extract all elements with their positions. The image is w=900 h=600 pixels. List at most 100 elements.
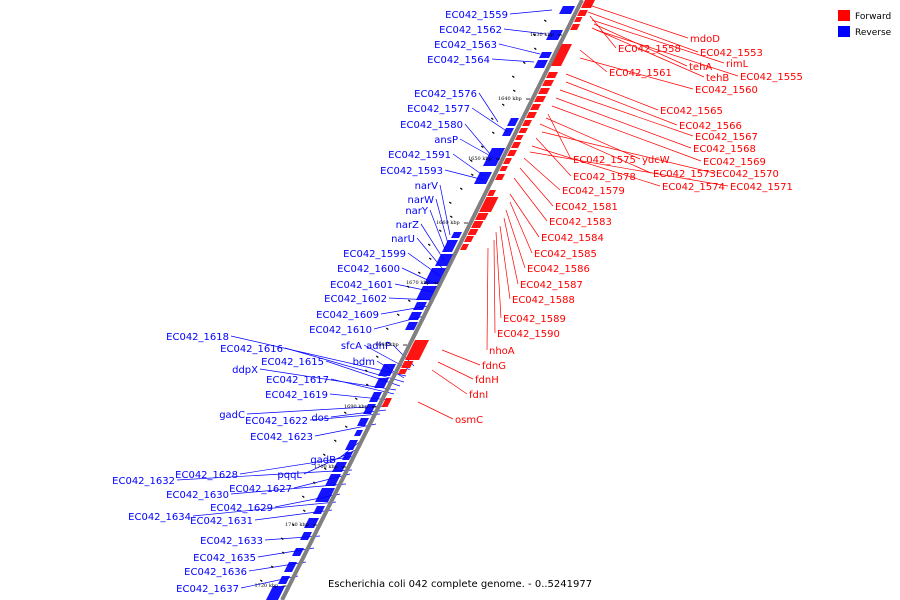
reverse-gene-label: narU	[391, 234, 415, 245]
forward-callout-line	[513, 177, 548, 222]
reverse-gene-label: EC042_1610	[309, 325, 372, 336]
reverse-gene-block	[369, 392, 382, 402]
feature-tick	[406, 285, 410, 289]
reverse-callout-line	[452, 153, 485, 177]
forward-gene-label: EC042_1590	[497, 329, 560, 340]
reverse-gene-block	[378, 364, 396, 376]
forward-callout-line	[579, 49, 608, 73]
forward-gene-label: rimL	[726, 59, 749, 70]
feature-tick	[302, 509, 306, 513]
reverse-gene-block	[502, 128, 514, 136]
reverse-gene-block	[284, 562, 297, 572]
feature-tick	[522, 61, 526, 65]
reverse-gene-block	[442, 240, 458, 252]
reverse-callout-line	[498, 43, 541, 55]
forward-callout-line	[545, 117, 641, 160]
reverse-gene-block	[424, 268, 446, 284]
reverse-gene-label: EC042_1634	[128, 512, 191, 523]
reverse-gene-label: narZ	[396, 220, 420, 231]
feature-tick	[280, 537, 284, 541]
forward-gene-block	[487, 190, 496, 196]
forward-gene-block	[515, 135, 524, 140]
reverse-gene-block	[451, 232, 462, 238]
reverse-gene-label: EC042_1637	[176, 584, 239, 595]
reverse-gene-block	[559, 6, 575, 14]
reverse-gene-label: EC042_1600	[337, 264, 400, 275]
reverse-gene-label: EC042_1593	[380, 166, 443, 177]
reverse-gene-block	[292, 548, 304, 556]
reverse-callout-line	[459, 138, 495, 159]
forward-gene-label: EC042_1575	[573, 155, 636, 166]
forward-gene-label: EC042_1553	[700, 48, 763, 59]
reverse-gene-label: EC042_1635	[193, 553, 256, 564]
forward-callout-line	[437, 361, 474, 380]
forward-gene-label: EC042_1567	[695, 132, 758, 143]
forward-gene-block	[381, 398, 392, 407]
reverse-gene-block	[474, 172, 492, 184]
forward-gene-block	[581, 0, 595, 8]
legend-forward-swatch	[838, 10, 850, 21]
reverse-gene-label: EC042_1577	[407, 104, 470, 115]
reverse-callout-line	[329, 393, 391, 401]
scale-label: 1720 kbp	[255, 583, 279, 589]
forward-gene-label: EC042_1585	[534, 249, 597, 260]
forward-callout-line	[539, 123, 652, 174]
forward-callout-line	[495, 231, 502, 319]
reverse-callout-line	[314, 423, 377, 437]
reverse-gene-block	[483, 148, 505, 166]
forward-gene-block	[499, 166, 508, 171]
forward-gene-block	[526, 112, 537, 118]
reverse-callout-line	[192, 501, 337, 517]
feature-tick	[343, 411, 347, 415]
forward-gene-block	[460, 244, 469, 250]
forward-gene-label: EC042_1560	[695, 85, 758, 96]
forward-callout-line	[503, 217, 519, 285]
forward-callout-line	[441, 349, 481, 366]
feature-tick	[427, 243, 431, 247]
forward-callout-line	[509, 201, 533, 254]
reverse-callout-line	[330, 378, 395, 395]
reverse-gene-label: EC042_1629	[210, 503, 273, 514]
legend-reverse-swatch	[838, 26, 850, 37]
feature-tick	[459, 187, 463, 191]
forward-gene-label: fdnG	[482, 361, 506, 372]
feature-tick	[259, 579, 263, 583]
reverse-gene-block	[304, 518, 319, 528]
feature-tick	[501, 103, 505, 107]
scale-label: 1690 kbp	[344, 404, 368, 410]
forward-gene-label: EC042_1579	[562, 186, 625, 197]
forward-gene-label: nhoA	[489, 346, 515, 357]
feature-tick	[543, 19, 547, 23]
feature-tick	[438, 229, 442, 233]
reverse-callout-line	[257, 547, 315, 558]
forward-gene-block	[518, 128, 528, 133]
reverse-gene-block	[345, 440, 358, 450]
reverse-gene-label: EC042_1559	[445, 10, 508, 21]
forward-gene-label: EC042_1569	[703, 157, 766, 168]
reverse-gene-block	[313, 506, 325, 514]
forward-gene-label: EC042_1558	[618, 44, 681, 55]
legend-reverse-label: Reverse	[855, 28, 892, 38]
forward-callout-line	[535, 137, 572, 177]
reverse-gene-label: adhP	[366, 341, 391, 352]
reverse-gene-label: EC042_1564	[427, 55, 490, 66]
forward-callout-line	[591, 19, 725, 64]
feature-tick	[470, 173, 474, 177]
reverse-gene-label: dos	[311, 413, 329, 424]
forward-gene-label: EC042_1571	[730, 182, 793, 193]
forward-callout-line	[565, 73, 659, 111]
reverse-gene-label: EC042_1623	[250, 432, 313, 443]
reverse-gene-block	[413, 302, 427, 310]
reverse-callout-line	[464, 123, 491, 155]
feature-tick	[469, 159, 473, 163]
forward-gene-block	[534, 96, 546, 102]
forward-callout-line	[509, 193, 540, 238]
feature-tick	[386, 341, 390, 345]
forward-callout-line	[505, 209, 526, 269]
forward-gene-block	[546, 72, 558, 78]
reverse-gene-label: bdm	[353, 357, 375, 368]
forward-callout-line	[519, 167, 554, 207]
reverse-gene-label: EC042_1563	[434, 40, 497, 51]
reverse-gene-block	[435, 254, 453, 266]
